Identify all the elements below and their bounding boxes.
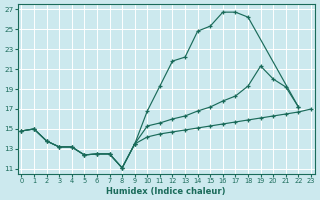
X-axis label: Humidex (Indice chaleur): Humidex (Indice chaleur) [107,187,226,196]
